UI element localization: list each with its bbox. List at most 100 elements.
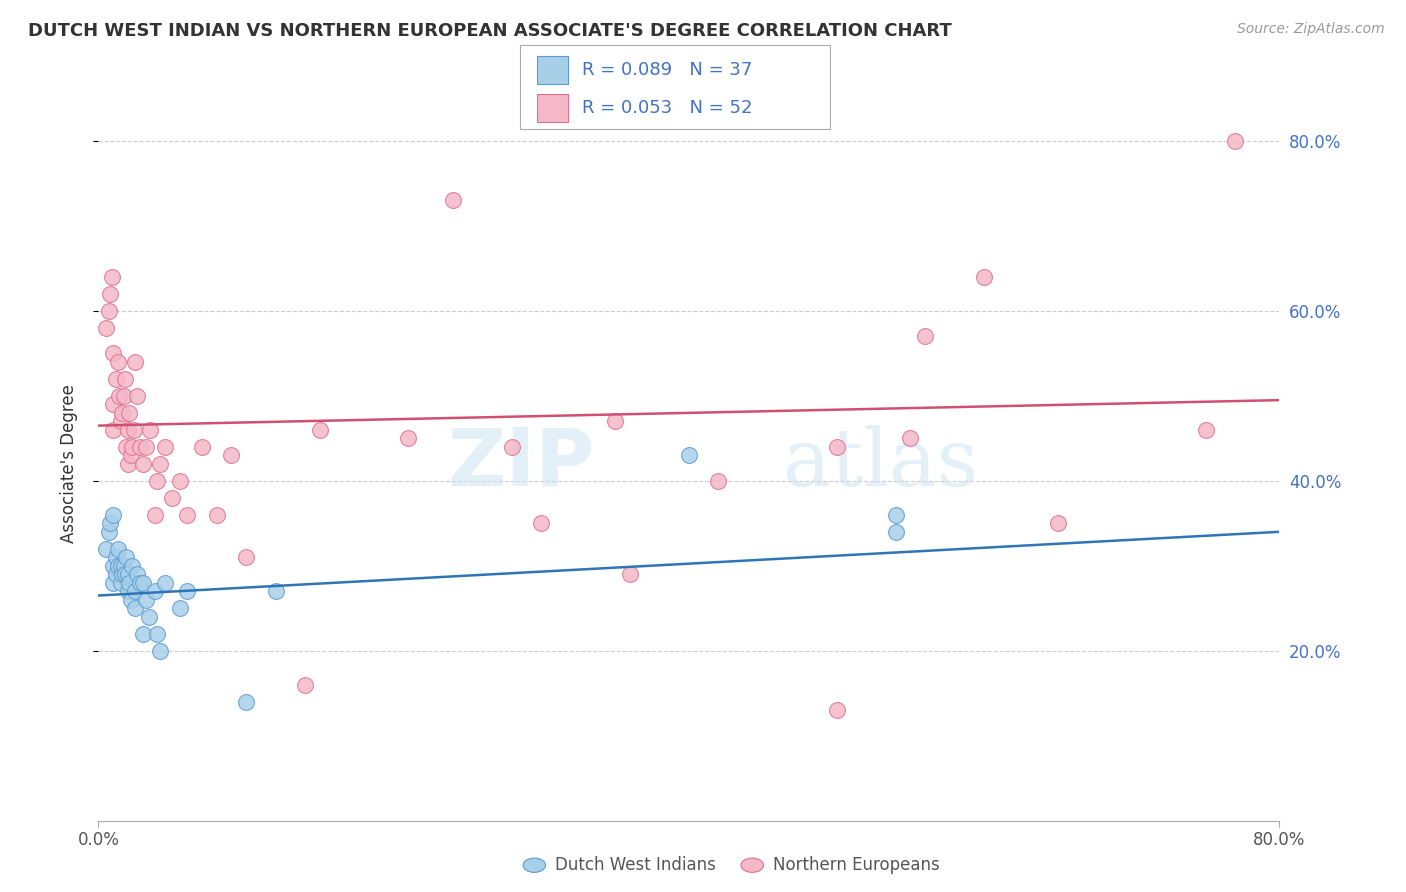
Point	[125, 389, 148, 403]
Point	[117, 423, 139, 437]
Point	[1195, 423, 1218, 437]
Point	[124, 601, 146, 615]
Point	[121, 440, 143, 454]
Point	[110, 558, 132, 573]
Point	[103, 397, 125, 411]
Text: R = 0.053   N = 52: R = 0.053 N = 52	[582, 99, 752, 117]
Point	[128, 440, 150, 454]
Point	[162, 491, 183, 505]
Point	[111, 567, 134, 582]
Point	[112, 389, 135, 403]
Point	[176, 508, 198, 522]
Point	[117, 457, 139, 471]
Point	[605, 414, 627, 428]
Point	[146, 474, 169, 488]
Point	[98, 287, 121, 301]
Point	[97, 524, 120, 539]
Point	[153, 575, 176, 590]
Point	[396, 431, 419, 445]
Point	[105, 550, 128, 565]
Point	[121, 558, 143, 573]
Point	[122, 423, 145, 437]
Point	[884, 524, 907, 539]
Point	[117, 584, 139, 599]
Point	[219, 448, 242, 462]
Point	[707, 474, 730, 488]
Point	[105, 372, 128, 386]
Point	[143, 508, 166, 522]
Point	[110, 575, 132, 590]
Y-axis label: Associate's Degree: Associate's Degree	[59, 384, 77, 543]
Point	[143, 584, 166, 599]
Point	[294, 678, 316, 692]
Point	[139, 423, 162, 437]
Point	[132, 457, 155, 471]
Point	[149, 644, 172, 658]
Point	[132, 575, 155, 590]
Text: Northern Europeans: Northern Europeans	[773, 856, 941, 874]
Point	[118, 406, 141, 420]
Point	[115, 440, 138, 454]
Point	[117, 567, 139, 582]
Point	[100, 269, 122, 284]
Point	[108, 389, 131, 403]
Point	[103, 508, 125, 522]
Point	[138, 609, 160, 624]
Point	[441, 194, 464, 208]
Point	[94, 541, 117, 556]
Point	[135, 440, 157, 454]
Point	[114, 567, 136, 582]
Point	[107, 541, 129, 556]
Point	[501, 440, 523, 454]
Point	[103, 575, 125, 590]
Point	[900, 431, 922, 445]
Point	[135, 592, 157, 607]
Text: R = 0.089   N = 37: R = 0.089 N = 37	[582, 61, 752, 79]
Point	[169, 474, 191, 488]
Point	[153, 440, 176, 454]
Point	[112, 558, 135, 573]
Point	[94, 321, 117, 335]
Point	[107, 355, 129, 369]
Point	[98, 516, 121, 531]
Point	[125, 567, 148, 582]
Text: Source: ZipAtlas.com: Source: ZipAtlas.com	[1237, 22, 1385, 37]
Point	[107, 558, 129, 573]
Point	[111, 406, 134, 420]
Point	[235, 695, 257, 709]
Point	[264, 584, 287, 599]
Point	[103, 558, 125, 573]
Point	[114, 372, 136, 386]
Point	[205, 508, 228, 522]
Point	[120, 592, 142, 607]
Point	[914, 329, 936, 343]
Text: atlas: atlas	[783, 425, 979, 503]
Point	[169, 601, 191, 615]
Point	[973, 269, 995, 284]
Point	[120, 448, 142, 462]
Point	[118, 575, 141, 590]
Point	[1223, 134, 1246, 148]
Point	[825, 703, 848, 717]
Point	[191, 440, 214, 454]
Point	[105, 567, 128, 582]
Point	[678, 448, 700, 462]
Text: Dutch West Indians: Dutch West Indians	[555, 856, 716, 874]
Point	[309, 423, 332, 437]
Point	[132, 626, 155, 640]
Text: ZIP: ZIP	[447, 425, 595, 503]
Point	[884, 508, 907, 522]
Point	[115, 550, 138, 565]
Point	[235, 550, 257, 565]
Point	[1046, 516, 1069, 531]
Point	[110, 414, 132, 428]
Point	[103, 346, 125, 360]
Point	[825, 440, 848, 454]
Point	[97, 304, 120, 318]
Point	[619, 567, 641, 582]
Point	[530, 516, 553, 531]
Point	[176, 584, 198, 599]
Point	[124, 584, 146, 599]
Point	[149, 457, 172, 471]
Point	[124, 355, 146, 369]
